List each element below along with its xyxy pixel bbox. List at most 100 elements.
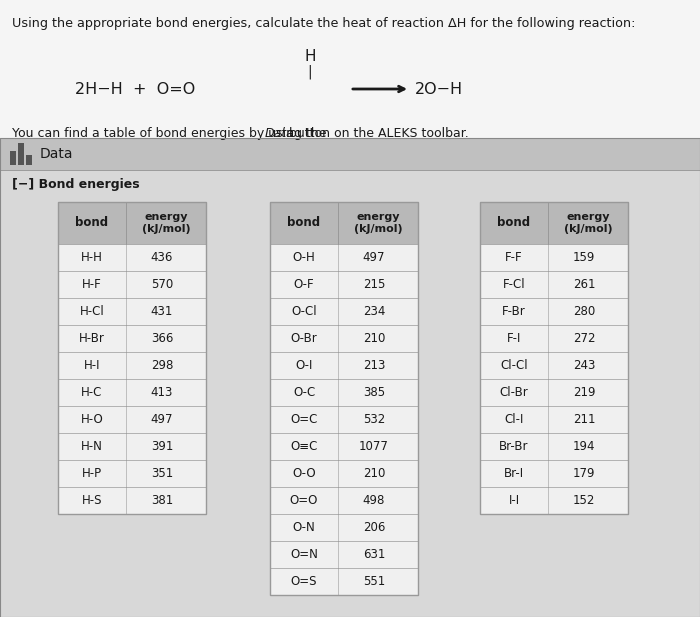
Text: Data: Data bbox=[40, 147, 74, 161]
Text: 2H−H  +  O=O: 2H−H + O=O bbox=[75, 81, 195, 96]
Bar bbox=[270, 460, 418, 487]
Bar bbox=[270, 244, 418, 271]
Text: O≡C: O≡C bbox=[290, 440, 318, 453]
Bar bbox=[480, 433, 628, 460]
Text: bond: bond bbox=[498, 217, 531, 230]
Bar bbox=[58, 487, 206, 514]
Text: energy
(kJ/mol): energy (kJ/mol) bbox=[564, 212, 612, 234]
Bar bbox=[270, 298, 418, 325]
Text: energy
(kJ/mol): energy (kJ/mol) bbox=[141, 212, 190, 234]
Text: 194: 194 bbox=[573, 440, 595, 453]
Bar bbox=[480, 202, 628, 244]
Bar bbox=[270, 352, 418, 379]
Text: 243: 243 bbox=[573, 359, 595, 372]
Text: F-F: F-F bbox=[505, 251, 523, 264]
Bar bbox=[480, 487, 628, 514]
Text: 210: 210 bbox=[363, 467, 385, 480]
Bar bbox=[480, 271, 628, 298]
Bar bbox=[0, 170, 700, 617]
Text: Br-I: Br-I bbox=[504, 467, 524, 480]
Text: H-F: H-F bbox=[82, 278, 102, 291]
Text: O-Br: O-Br bbox=[290, 332, 317, 345]
Bar bbox=[270, 514, 418, 541]
Text: bond: bond bbox=[76, 217, 108, 230]
Text: button on the ALEKS toolbar.: button on the ALEKS toolbar. bbox=[286, 127, 469, 140]
Bar bbox=[480, 298, 628, 325]
Bar bbox=[58, 202, 206, 244]
Bar bbox=[58, 325, 206, 352]
Bar bbox=[0, 0, 700, 287]
Text: Cl-Br: Cl-Br bbox=[500, 386, 528, 399]
Text: 381: 381 bbox=[151, 494, 173, 507]
Text: O=N: O=N bbox=[290, 548, 318, 561]
Text: H-N: H-N bbox=[81, 440, 103, 453]
Text: 497: 497 bbox=[363, 251, 385, 264]
Bar bbox=[270, 202, 418, 244]
Text: H-H: H-H bbox=[81, 251, 103, 264]
Text: O=C: O=C bbox=[290, 413, 318, 426]
Text: 351: 351 bbox=[151, 467, 173, 480]
Text: O=O: O=O bbox=[290, 494, 319, 507]
Text: H: H bbox=[304, 49, 316, 64]
Bar bbox=[58, 352, 206, 379]
Text: O-Cl: O-Cl bbox=[291, 305, 317, 318]
Text: Br-Br: Br-Br bbox=[499, 440, 528, 453]
Bar bbox=[270, 406, 418, 433]
Bar bbox=[270, 487, 418, 514]
Text: 211: 211 bbox=[573, 413, 595, 426]
Bar bbox=[480, 379, 628, 406]
Text: O-C: O-C bbox=[293, 386, 315, 399]
Bar bbox=[480, 244, 628, 271]
Text: F-Br: F-Br bbox=[502, 305, 526, 318]
Text: H-I: H-I bbox=[84, 359, 100, 372]
Text: H-Br: H-Br bbox=[79, 332, 105, 345]
Bar bbox=[58, 379, 206, 406]
Text: energy
(kJ/mol): energy (kJ/mol) bbox=[354, 212, 402, 234]
Text: 631: 631 bbox=[363, 548, 385, 561]
Text: F-I: F-I bbox=[507, 332, 522, 345]
Bar bbox=[480, 325, 628, 352]
Text: 431: 431 bbox=[150, 305, 173, 318]
Text: Using the appropriate bond energies, calculate the heat of reaction ΔH for the f: Using the appropriate bond energies, cal… bbox=[12, 17, 636, 30]
Text: 234: 234 bbox=[363, 305, 385, 318]
Text: O-N: O-N bbox=[293, 521, 316, 534]
Bar bbox=[270, 568, 418, 595]
Bar bbox=[58, 433, 206, 460]
Text: 272: 272 bbox=[573, 332, 595, 345]
Bar bbox=[58, 460, 206, 487]
Bar bbox=[480, 460, 628, 487]
Text: F-Cl: F-Cl bbox=[503, 278, 525, 291]
Text: bond: bond bbox=[288, 217, 321, 230]
Text: H-S: H-S bbox=[82, 494, 102, 507]
Text: 159: 159 bbox=[573, 251, 595, 264]
Text: Cl-Cl: Cl-Cl bbox=[500, 359, 528, 372]
Bar bbox=[480, 202, 628, 514]
Text: H-P: H-P bbox=[82, 467, 102, 480]
Text: H-Cl: H-Cl bbox=[80, 305, 104, 318]
Text: 497: 497 bbox=[150, 413, 174, 426]
Bar bbox=[270, 202, 418, 595]
Bar bbox=[480, 352, 628, 379]
Text: You can find a table of bond energies by using the: You can find a table of bond energies by… bbox=[12, 127, 330, 140]
Bar bbox=[58, 244, 206, 271]
Text: 215: 215 bbox=[363, 278, 385, 291]
Text: 152: 152 bbox=[573, 494, 595, 507]
Text: 298: 298 bbox=[150, 359, 173, 372]
Bar bbox=[58, 298, 206, 325]
Bar bbox=[58, 271, 206, 298]
Bar bbox=[10, 151, 16, 165]
Text: 551: 551 bbox=[363, 575, 385, 588]
Text: 206: 206 bbox=[363, 521, 385, 534]
Text: I-I: I-I bbox=[508, 494, 519, 507]
Text: H-O: H-O bbox=[80, 413, 104, 426]
Text: 436: 436 bbox=[150, 251, 173, 264]
Text: O-H: O-H bbox=[293, 251, 316, 264]
Text: 219: 219 bbox=[573, 386, 595, 399]
Text: H-C: H-C bbox=[81, 386, 103, 399]
Bar bbox=[480, 406, 628, 433]
Bar bbox=[270, 271, 418, 298]
Text: [−] Bond energies: [−] Bond energies bbox=[12, 178, 139, 191]
Text: O-F: O-F bbox=[294, 278, 314, 291]
Text: 261: 261 bbox=[573, 278, 595, 291]
Text: |: | bbox=[308, 65, 312, 79]
